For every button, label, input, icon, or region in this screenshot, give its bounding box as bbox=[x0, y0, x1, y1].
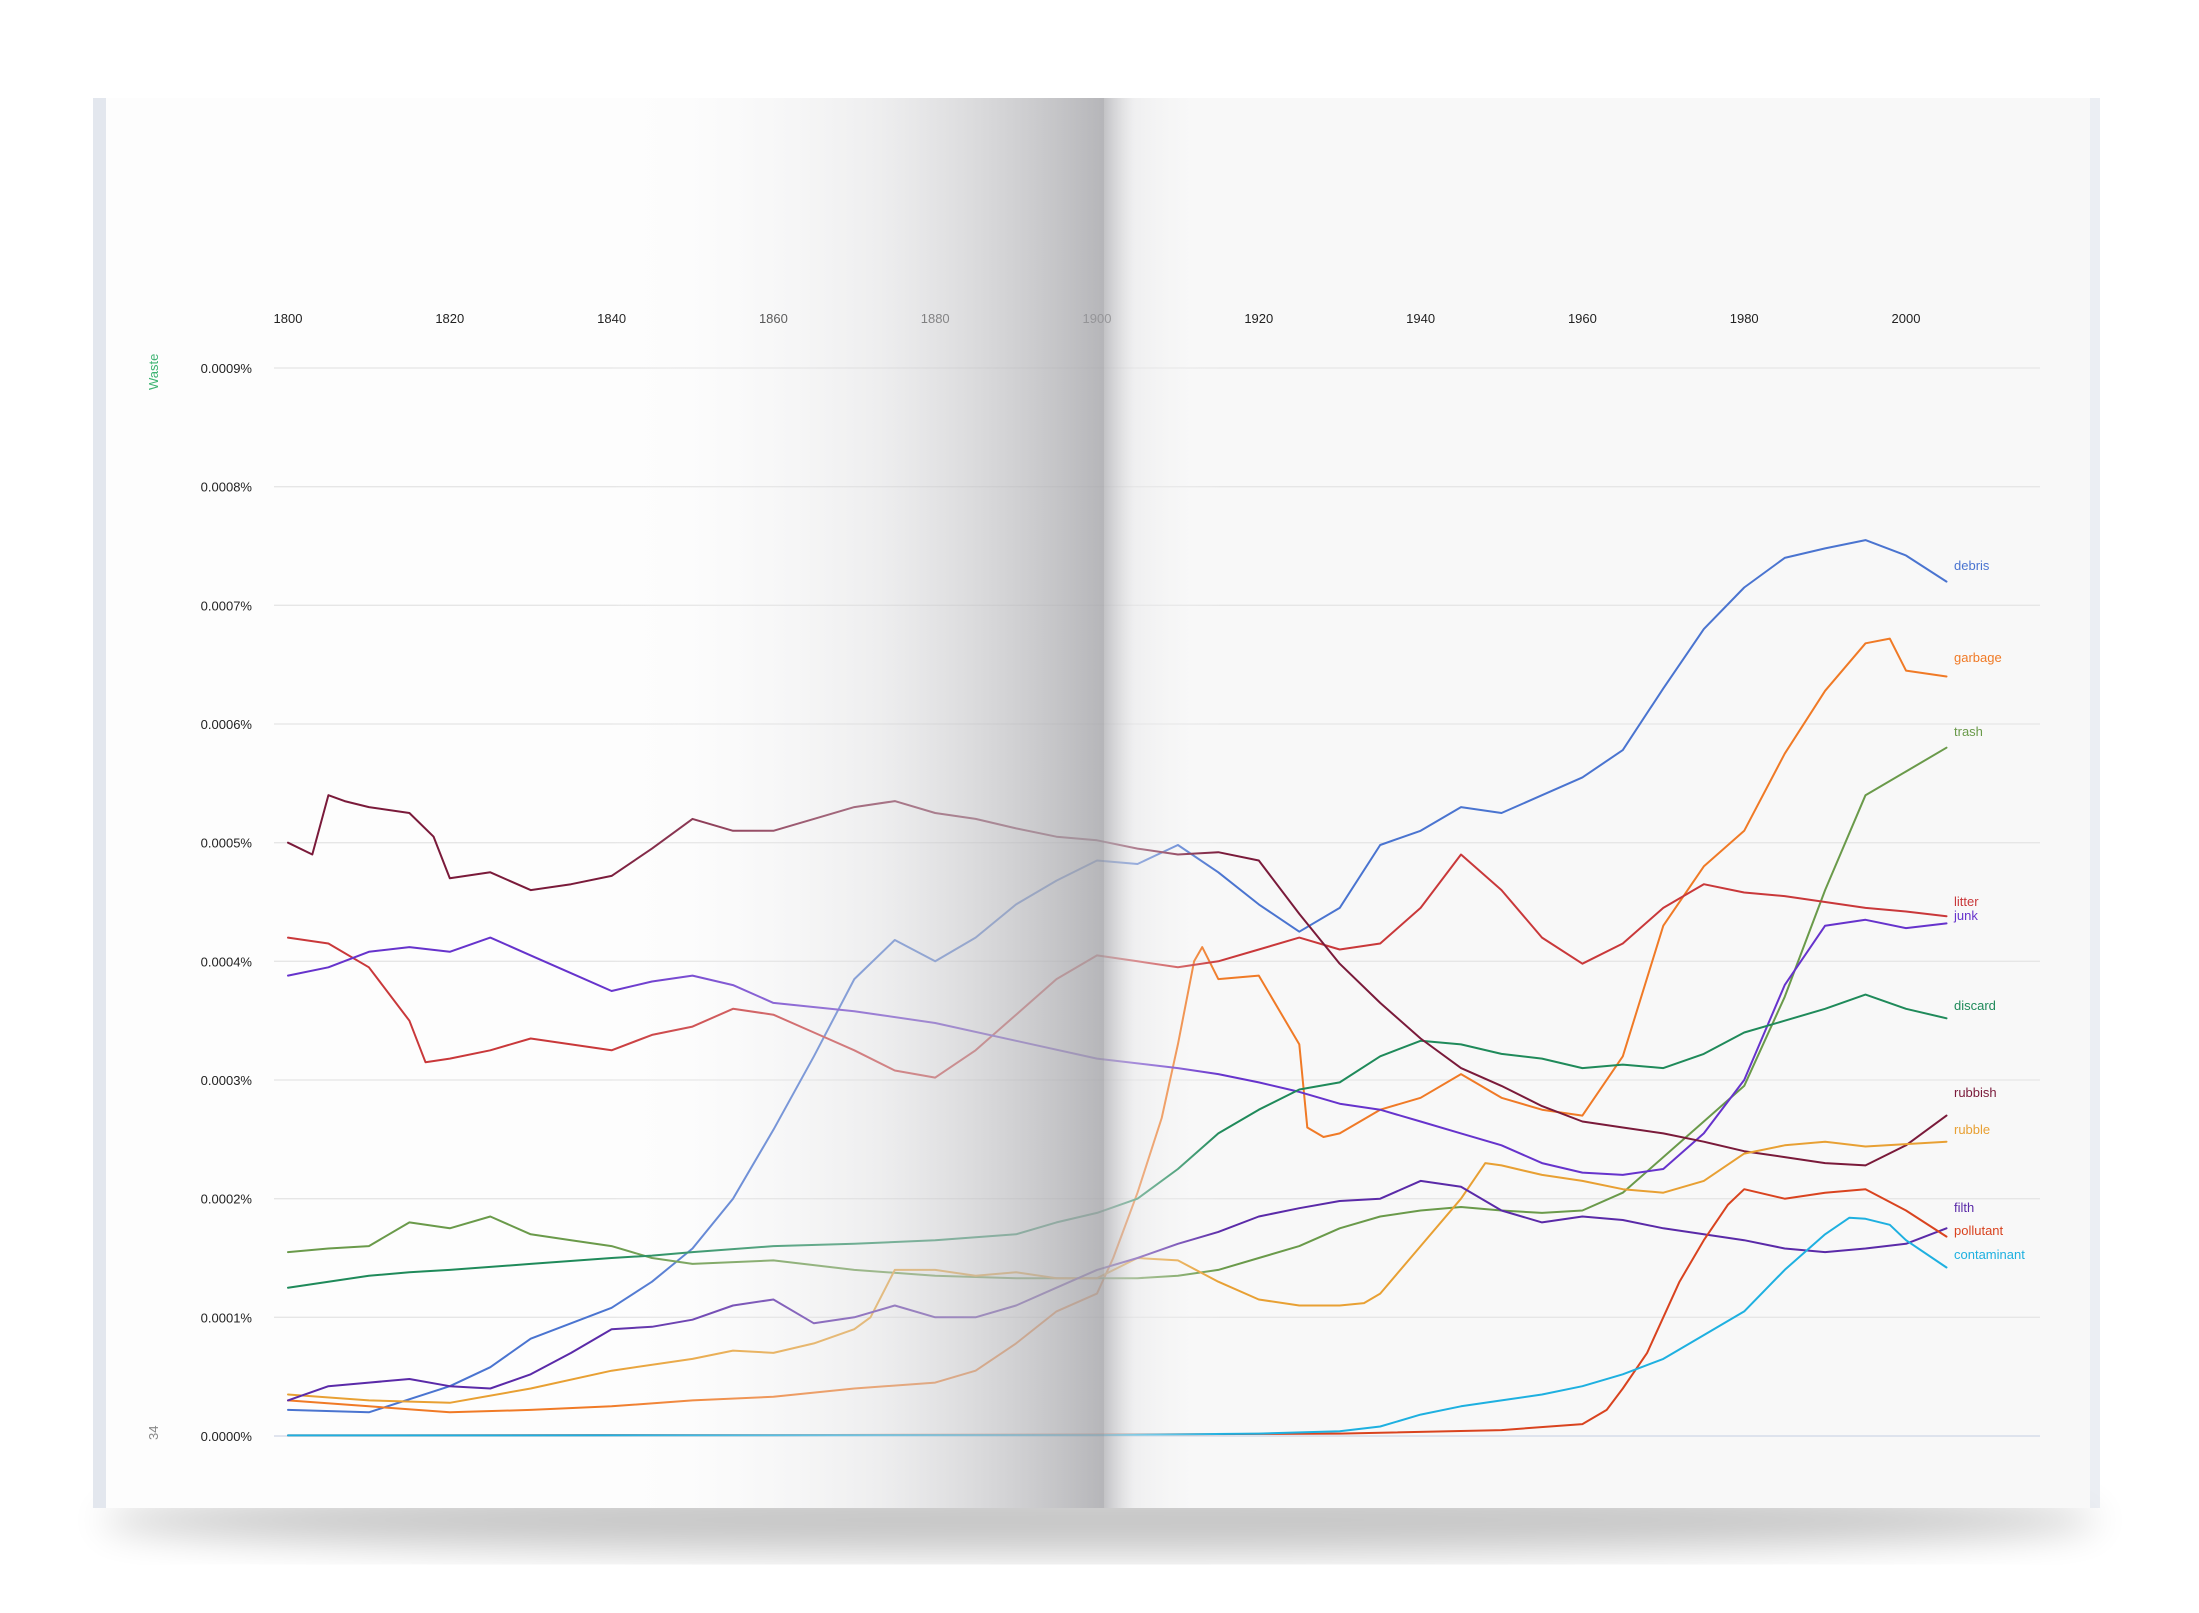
series-line-discard bbox=[287, 993, 1948, 1289]
y-tick-label: 0.0007% bbox=[201, 598, 253, 613]
series-label-litter: litter bbox=[1954, 894, 1979, 909]
series-label-garbage: garbage bbox=[1954, 650, 2002, 665]
y-tick-label: 0.0005% bbox=[201, 836, 253, 851]
series-line-contaminant bbox=[287, 1216, 1948, 1437]
series-label-trash: trash bbox=[1954, 724, 1983, 739]
x-tick-label: 1800 bbox=[274, 311, 303, 326]
x-tick-label: 1940 bbox=[1406, 311, 1435, 326]
section-label: Waste bbox=[146, 354, 161, 390]
series-label-rubble: rubble bbox=[1954, 1122, 1990, 1137]
series-label-contaminant: contaminant bbox=[1954, 1247, 2025, 1262]
series-label-junk: junk bbox=[1953, 908, 1978, 923]
right-page bbox=[1104, 98, 2090, 1508]
x-tick-label: 1920 bbox=[1244, 311, 1273, 326]
series-label-discard: discard bbox=[1954, 998, 1996, 1013]
y-tick-label: 0.0002% bbox=[201, 1192, 253, 1207]
y-tick-label: 0.0000% bbox=[201, 1429, 253, 1444]
y-tick-label: 0.0003% bbox=[201, 1073, 253, 1088]
right-page-edge bbox=[2090, 98, 2100, 1508]
series-line-pollutant bbox=[287, 1188, 1948, 1437]
x-tick-label: 1980 bbox=[1730, 311, 1759, 326]
page-number: 34 bbox=[146, 1426, 161, 1440]
y-tick-label: 0.0008% bbox=[201, 480, 253, 495]
gutter-shadow-right bbox=[1104, 98, 1224, 1508]
left-page-edge bbox=[93, 98, 106, 1508]
y-axis-ticks: 0.0000% 0.0001% 0.0002% 0.0003% 0.0004% 0.000… bbox=[201, 361, 253, 1444]
gutter-shadow-left bbox=[600, 98, 1104, 1508]
x-tick-label: 1960 bbox=[1568, 311, 1597, 326]
series-label-pollutant: pollutant bbox=[1954, 1223, 2004, 1238]
x-tick-label: 1820 bbox=[435, 311, 464, 326]
series-label-debris: debris bbox=[1954, 558, 1990, 573]
y-tick-label: 0.0009% bbox=[201, 361, 253, 376]
y-tick-label: 0.0004% bbox=[201, 954, 253, 969]
y-tick-label: 0.0006% bbox=[201, 717, 253, 732]
series-label-filth: filth bbox=[1954, 1200, 1974, 1215]
x-tick-label: 2000 bbox=[1892, 311, 1921, 326]
y-tick-label: 0.0001% bbox=[201, 1310, 253, 1325]
series-label-rubbish: rubbish bbox=[1954, 1085, 1997, 1100]
